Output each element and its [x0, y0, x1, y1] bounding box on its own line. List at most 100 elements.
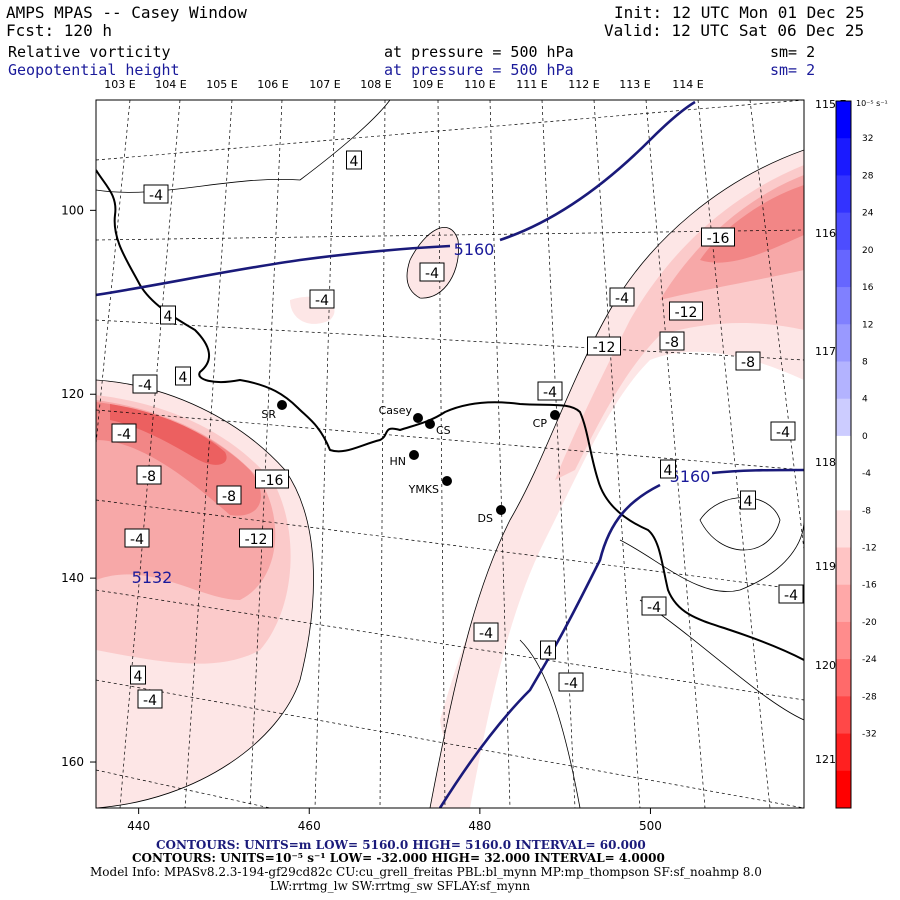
colorbar-segment	[836, 287, 851, 325]
vorticity-label-box	[346, 150, 362, 170]
colorbar-tick: -28	[862, 692, 877, 702]
station-label: Casey	[379, 404, 413, 417]
station-label: HN	[390, 455, 407, 468]
y-tick-label: 140	[61, 571, 84, 585]
vorticity-label-box	[735, 351, 761, 371]
field2-name: Geopotential height	[8, 61, 180, 79]
y-tick-label: 160	[61, 755, 84, 769]
colorbar-segment	[836, 138, 851, 176]
latlon-grid	[96, 100, 804, 808]
vorticity-label: -4	[564, 676, 578, 692]
y-axis: 100 120 140 160	[61, 203, 96, 769]
station-marker	[413, 413, 423, 423]
vorticity-label: -4	[776, 425, 790, 441]
colorbar-segment	[836, 621, 851, 660]
x-tick-label: 500	[639, 819, 662, 833]
vorticity-label-box	[540, 640, 556, 660]
vorticity-label: 4	[350, 154, 359, 170]
valid-time: Valid: 12 UTC Sat 06 Dec 25	[604, 21, 865, 40]
vorticity-label: -4	[425, 266, 439, 282]
colorbar-segment	[836, 101, 851, 139]
longitude-label: 114 E	[672, 78, 703, 91]
colorbar-tick: 0	[862, 432, 868, 442]
vorticity-label-box	[641, 596, 667, 616]
station-label: SR	[261, 408, 276, 421]
vorticity-label: -16	[261, 473, 284, 489]
vorticity-label: -8	[142, 469, 156, 485]
colorbar-segment	[836, 249, 851, 288]
vorticity-label: -4	[315, 293, 329, 309]
footer-vorticity-contours: CONTOURS: UNITS=10⁻⁵ s⁻¹ LOW= -32.000 HI…	[132, 851, 665, 865]
colorbar-segment	[836, 584, 851, 623]
vorticity-label: -8	[741, 355, 755, 371]
colorbar-segment	[836, 473, 851, 511]
longitude-label: 108 E	[360, 78, 391, 91]
colorbar-units: 10⁻⁵ s⁻¹	[856, 99, 888, 108]
colorbar-tick: -20	[862, 618, 877, 628]
field1-level: at pressure = 500 hPa	[384, 43, 574, 61]
vorticity-label: -12	[675, 305, 698, 321]
station-label: YMKS	[408, 483, 439, 496]
vorticity-label: 4	[134, 669, 143, 685]
longitude-label: 110 E	[464, 78, 495, 91]
vorticity-label-box	[132, 374, 158, 394]
vorticity-label-box	[669, 301, 703, 321]
longitude-label: 104 E	[155, 78, 186, 91]
vorticity-label: 4	[179, 370, 188, 386]
station-marker	[409, 450, 419, 460]
colorbar-tick: 8	[862, 357, 868, 367]
longitude-label: 106 E	[257, 78, 288, 91]
vorticity-label-box	[770, 421, 796, 441]
vorticity-label: -16	[707, 231, 730, 247]
colorbar-segment	[836, 547, 851, 586]
colorbar-segment	[836, 175, 851, 214]
colorbar-tick: -24	[862, 655, 877, 665]
vorticity-label-box	[111, 423, 137, 443]
vorticity-label-box	[255, 469, 289, 489]
colorbar-segment	[836, 770, 851, 809]
height-label: 5160	[670, 467, 711, 486]
vorticity-label: 4	[744, 494, 753, 510]
longitude-labels: 103 E 104 E 105 E 106 E 107 E 108 E 109 E 110 E…	[104, 78, 703, 91]
vorticity-label-box	[740, 490, 756, 510]
height-label: 5160	[454, 240, 495, 259]
colorbar-segment	[836, 435, 851, 474]
vorticity-label: 4	[664, 463, 673, 479]
station-label: CP	[533, 417, 548, 430]
footer-model-info-2: LW:rrtmg_lw SW:rrtmg_sw SFLAY:sf_mynn	[270, 879, 531, 893]
colorbar-segment	[836, 733, 851, 772]
station-label: CS	[436, 424, 451, 437]
longitude-label: 111 E	[516, 78, 547, 91]
colorbar-segment	[836, 510, 851, 549]
vorticity-label-box	[130, 665, 146, 685]
vorticity-labels: 4-4-4-44-4 4-4-4-8-8-16-12-12-4-4-16-12 -8…	[111, 150, 804, 709]
longitude-label: 105 E	[206, 78, 237, 91]
colorbar-tick: 32	[862, 134, 873, 144]
colorbar-tick: 16	[862, 283, 874, 293]
colorbar-segment	[836, 398, 851, 437]
vorticity-label: -4	[647, 600, 661, 616]
vorticity-label: -8	[665, 335, 679, 351]
y-tick-label: 100	[61, 203, 84, 217]
station-marker	[425, 419, 435, 429]
vorticity-label-box	[136, 465, 162, 485]
colorbar: 10⁻⁵ s⁻¹ 32 28 24 20 16 12 8 4 0 -4 -8 -12 -16 -20 -24 -…	[835, 99, 888, 809]
vorticity-label-box	[175, 366, 191, 386]
vorticity-label: -4	[149, 188, 163, 204]
vorticity-label-box	[660, 459, 676, 479]
vorticity-label: -4	[130, 532, 144, 548]
longitude-label: 109 E	[412, 78, 443, 91]
x-tick-label: 480	[468, 819, 491, 833]
colorbar-segment	[836, 324, 851, 362]
colorbar-tick: -12	[862, 544, 877, 554]
colorbar-tick: 24	[862, 209, 874, 219]
vorticity-shade-patch-3	[440, 560, 504, 742]
vorticity-label-box	[473, 622, 499, 642]
vorticity-label-box	[419, 262, 445, 282]
height-label: 5132	[132, 568, 173, 587]
height-labels: 5160 5160 5132	[132, 240, 711, 587]
forecast-hour: Fcst: 120 h	[6, 21, 112, 40]
colorbar-tick: 4	[862, 395, 868, 405]
x-tick-label: 460	[298, 819, 321, 833]
